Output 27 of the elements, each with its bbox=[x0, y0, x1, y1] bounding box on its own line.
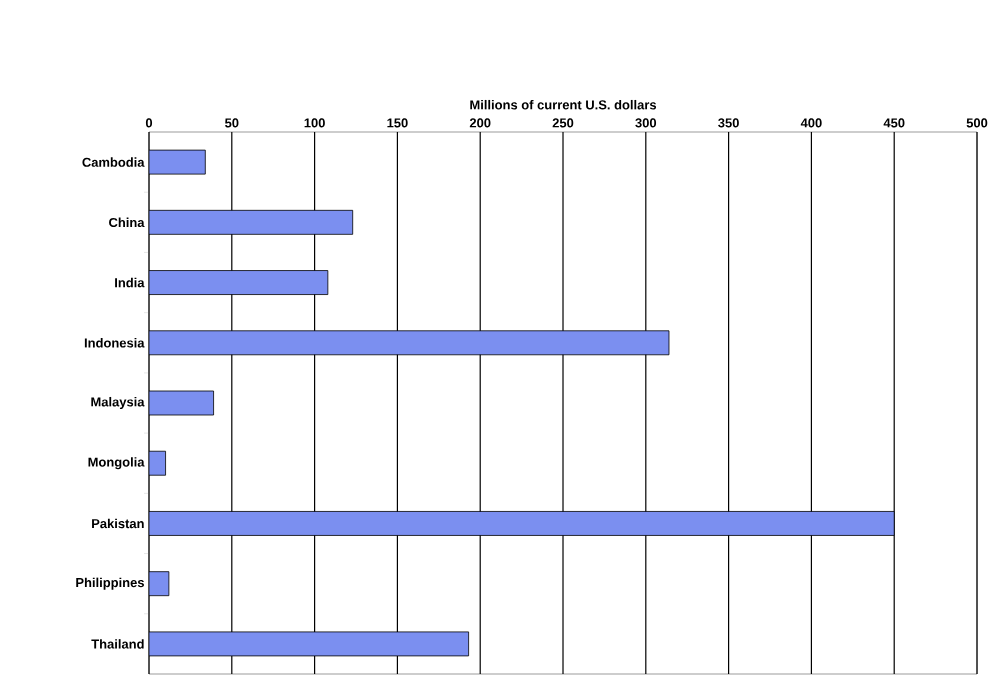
x-tick-label: 50 bbox=[225, 118, 239, 128]
bar bbox=[149, 209, 354, 235]
bar bbox=[149, 270, 329, 295]
y-tick-label: Pakistan bbox=[92, 518, 144, 529]
y-tick-label: Philippines bbox=[76, 577, 144, 590]
y-tick-label: Malaysia bbox=[91, 396, 145, 410]
x-tick-label: 300 bbox=[635, 118, 657, 128]
bar bbox=[149, 149, 206, 175]
y-tick-label: Thailand bbox=[91, 639, 144, 649]
x-tick-label: 0 bbox=[145, 118, 153, 128]
y-tick-label: China bbox=[109, 217, 145, 228]
bar bbox=[149, 631, 470, 657]
x-tick-label: 250 bbox=[552, 118, 574, 128]
x-tick-label: 450 bbox=[883, 118, 905, 128]
y-tick-label: India bbox=[115, 277, 145, 288]
x-tick-label: 100 bbox=[304, 118, 325, 128]
y-tick-label: Cambodia bbox=[82, 157, 145, 167]
x-tick-label: 400 bbox=[800, 118, 822, 128]
x-tick-label: 150 bbox=[387, 118, 408, 128]
y-tick-label: Mongolia bbox=[88, 457, 145, 470]
y-tick-label: Indonesia bbox=[84, 338, 145, 348]
bar bbox=[149, 330, 670, 356]
x-tick-label: 200 bbox=[469, 118, 491, 128]
x-axis-title: Millions of current U.S. dollars bbox=[470, 99, 657, 110]
bar bbox=[149, 511, 895, 536]
x-tick-label: 500 bbox=[966, 118, 988, 128]
x-tick-label: 350 bbox=[718, 118, 739, 128]
